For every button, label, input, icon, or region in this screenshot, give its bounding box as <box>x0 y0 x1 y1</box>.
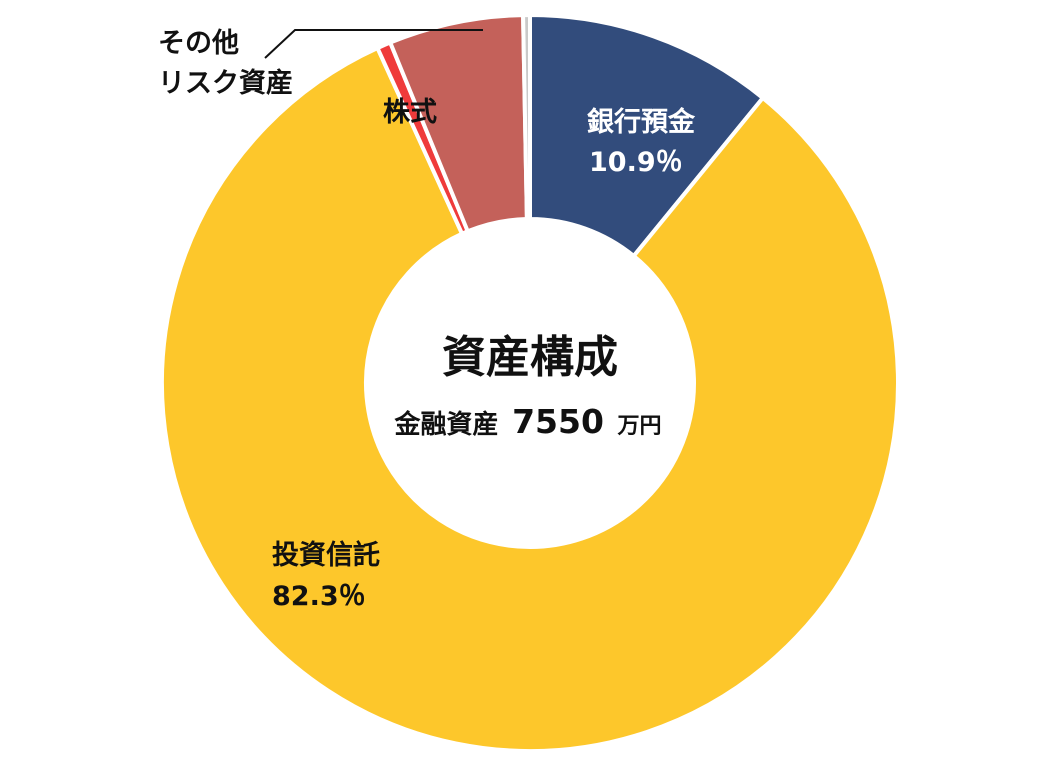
label-other-risk-line2: リスク資産 <box>158 67 293 99</box>
leader-line-other-risk <box>264 29 483 59</box>
center-title: 資産構成 <box>442 332 618 383</box>
label-bank-deposit-value: 10.9％ <box>589 147 683 178</box>
label-stocks-name: 株式 <box>383 97 437 128</box>
label-other-risk-line1: その他 <box>158 28 239 59</box>
label-bank-deposit-name: 銀行預金 <box>587 106 696 138</box>
slice-remaining <box>521 13 532 222</box>
slice-bank-deposit <box>528 13 765 258</box>
center-subtitle-prefix: 金融資産 <box>393 409 498 440</box>
center-subtitle: 金融資産 7550 万円 <box>393 402 661 441</box>
slice-investment-trust <box>160 46 900 753</box>
center-total-value: 7550 <box>512 402 604 441</box>
donut-slices <box>160 13 900 753</box>
label-investment-trust-name: 投資信託 <box>272 539 380 571</box>
center-total-unit: 万円 <box>617 414 662 439</box>
label-investment-trust-value: 82.3％ <box>272 581 366 612</box>
